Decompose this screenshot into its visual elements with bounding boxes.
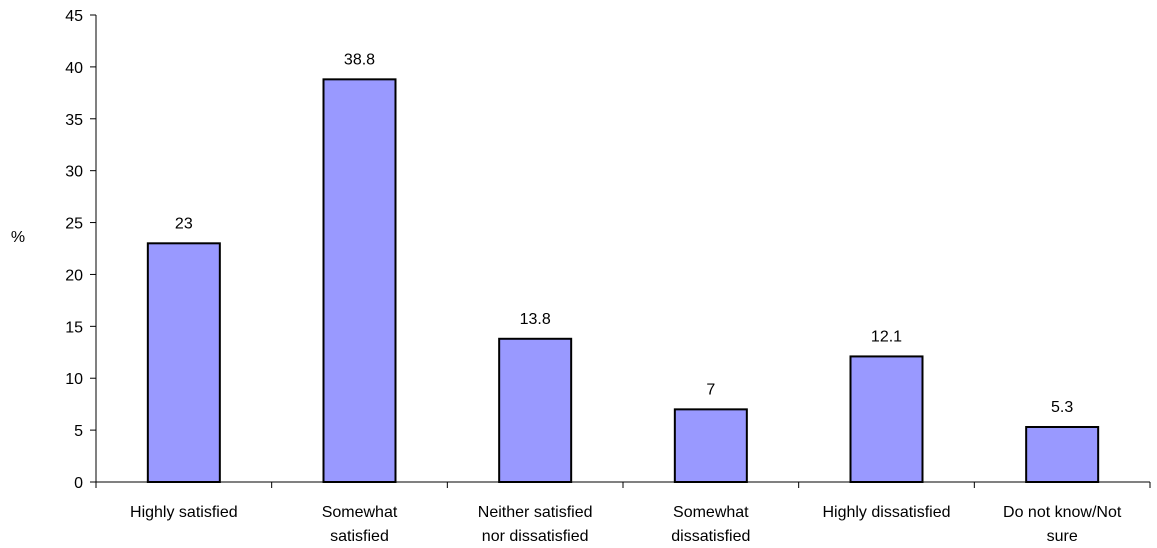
y-tick-label: 40	[65, 60, 83, 77]
category-label: Highly satisfied	[130, 504, 238, 521]
y-tick-label: 15	[65, 319, 83, 336]
bar	[498, 337, 573, 483]
y-tick-label: 45	[65, 8, 83, 25]
y-tick-label: 30	[65, 164, 83, 181]
y-tick-label: 25	[65, 216, 83, 233]
y-axis: 0 5 10 15 20 25 30 35 40 45	[65, 8, 97, 492]
bar	[849, 355, 924, 484]
bar	[322, 78, 397, 483]
y-axis-label: %	[11, 229, 25, 246]
category-label: Somewhat satisfied	[322, 504, 398, 545]
y-tick-label: 5	[74, 423, 83, 440]
data-labels: 23 38.8 13.8 7 12.1 5.3	[175, 51, 1073, 416]
data-label: 13.8	[520, 311, 551, 328]
y-tick-label: 35	[65, 112, 83, 129]
category-labels: Highly satisfied Somewhat satisfied Neither…	[130, 504, 1122, 545]
data-label: 5.3	[1051, 399, 1073, 416]
bar	[1025, 425, 1100, 483]
y-tick-label: 20	[65, 267, 83, 284]
x-axis	[95, 481, 1151, 488]
category-label: Do not know/Not sure	[1003, 504, 1122, 545]
y-tick-label: 10	[65, 371, 83, 388]
y-tick-label: 0	[74, 475, 83, 492]
category-label: Highly dissatisfied	[822, 504, 950, 521]
data-label: 7	[706, 381, 715, 398]
bar	[146, 242, 221, 483]
data-label: 23	[175, 215, 193, 232]
bars	[146, 78, 1100, 484]
category-label: Somewhat dissatisfied	[671, 504, 750, 545]
bar	[673, 408, 748, 484]
data-label: 12.1	[871, 328, 902, 345]
category-label: Neither satisfied nor dissatisfied	[478, 504, 593, 545]
data-label: 38.8	[344, 51, 375, 68]
